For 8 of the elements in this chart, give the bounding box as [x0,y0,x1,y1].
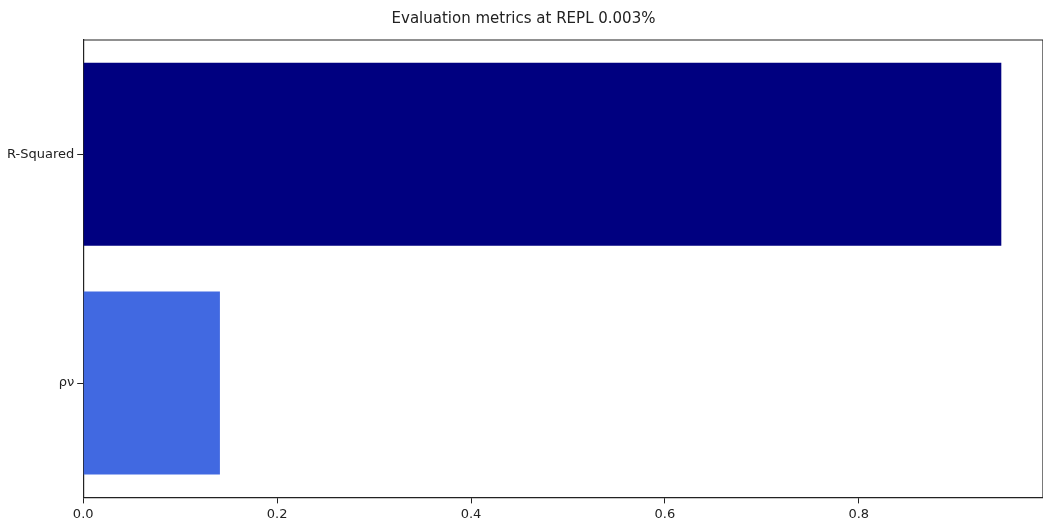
x-tick-label: 0.0 [72,505,94,521]
y-tick-label: R-Squared [7,145,75,161]
x-tick-label: 0.2 [266,505,288,521]
x-tick-label: 0.4 [460,505,482,521]
x-tick-label: 0.6 [654,505,676,521]
y-tick-label: ρν [58,374,75,390]
x-tick-label: 0.8 [848,505,870,521]
chart-title: Evaluation metrics at REPL 0.003% [391,8,656,27]
